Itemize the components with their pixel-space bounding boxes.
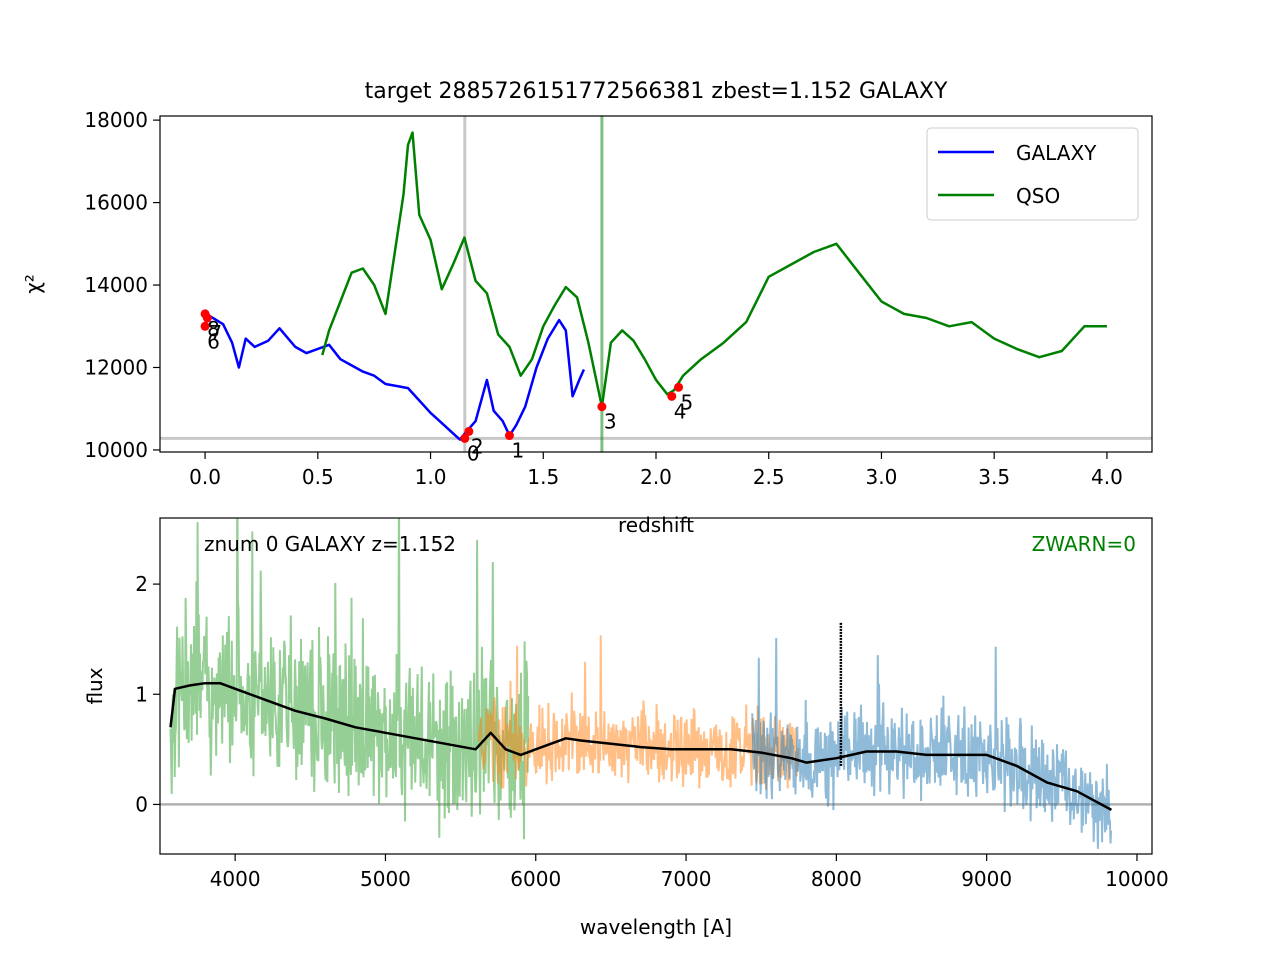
chi2-minimum-point-5 [674,382,684,392]
chi2-x-tick-label: 1.5 [527,465,559,489]
chi2-axes-frame [159,115,1153,453]
chi2-minimum-point-2 [464,426,474,436]
chi2-minimum-label-7: 7 [209,321,222,345]
spectrum-x-tick-label: 10000 [1105,867,1169,891]
chi2-series-galaxy [204,309,586,441]
spectrum-panel: 4000 5000 6000 7000 8000 9000 10000 0 1 2 znum 0… [83,517,1169,939]
chi2-minimum-point-3 [597,402,607,412]
chi2-x-tick-label: 2.5 [753,465,785,489]
spectrum-x-tick-label: 6000 [510,867,561,891]
chi2-x-tick-label: 1.0 [415,465,447,489]
spectrum-x-tick-label: 7000 [661,867,712,891]
spectrum-y-tick-label: 0 [135,792,148,816]
chi2-x-tick-label: 0.0 [189,465,221,489]
spectrum-axes-frame [159,517,1153,855]
chi2-minimum-point-1 [504,431,514,441]
chi2-minimum-point-4 [667,391,677,401]
spectrum-y-tick-label: 2 [135,572,148,596]
chi2-minimum-label-3: 3 [604,410,617,434]
chi2-minimum-point-0 [460,433,470,443]
chi2-y-tick-label: 12000 [84,355,148,379]
chi2-minimum-label-8: 8 [207,317,220,341]
spectrum-y-tick-label: 1 [135,682,148,706]
spectrum-y-axis-label: flux [83,667,107,704]
legend: GALAXY QSO [926,127,1139,221]
spectrum-band-z [751,637,1113,849]
chi2-panel: 0 1 2 3 45 678 0.0 0.5 1.0 1.5 2.0 2.5 3.0 3.5 4.0 10… [21,108,1153,537]
chi2-x-axis-label: redshift [618,513,694,537]
chi2-x-tick-label: 0.5 [302,465,334,489]
chi2-x-tick-label: 3.5 [978,465,1010,489]
chi2-y-tick-label: 14000 [84,273,148,297]
chi2-minimum-label-4: 4 [674,399,687,423]
chi2-minimum-label-5: 5 [681,390,694,414]
chi2-minimum-label-0: 0 [467,441,480,465]
legend-label-galaxy: GALAXY [1016,141,1097,165]
spectrum-band-b [169,518,530,840]
spectrum-x-axis-label: wavelength [A] [580,915,732,939]
chi2-minimum-point-6 [200,321,210,331]
chi2-minimum-label-6: 6 [207,329,220,353]
spectrum-x-tick-label: 4000 [210,867,261,891]
chi2-x-tick-label: 4.0 [1091,465,1123,489]
chi2-y-axis-label: χ² [21,274,45,294]
chi2-y-tick-label: 16000 [84,191,148,215]
spectrum-x-tick-label: 9000 [961,867,1012,891]
spectrum-x-tick-label: 8000 [811,867,862,891]
spectrum-annotation-right: ZWARN=0 [1032,532,1136,556]
chi2-x-tick-label: 2.0 [640,465,672,489]
chi2-minimum-point-8 [200,309,210,319]
chi2-y-tick-label: 18000 [84,108,148,132]
spectrum-x-tick-label: 5000 [360,867,411,891]
figure-title: target 2885726151772566381 zbest=1.152 G… [365,79,948,104]
chi2-minimum-label-1: 1 [511,439,524,463]
spectrum-annotation-left: znum 0 GALAXY z=1.152 [204,532,456,556]
spectrum-model-line [169,681,1112,811]
legend-label-qso: QSO [1016,184,1060,208]
chi2-minimum-label-2: 2 [471,434,484,458]
chi2-x-tick-label: 3.0 [866,465,898,489]
chi2-y-tick-label: 10000 [84,438,148,462]
